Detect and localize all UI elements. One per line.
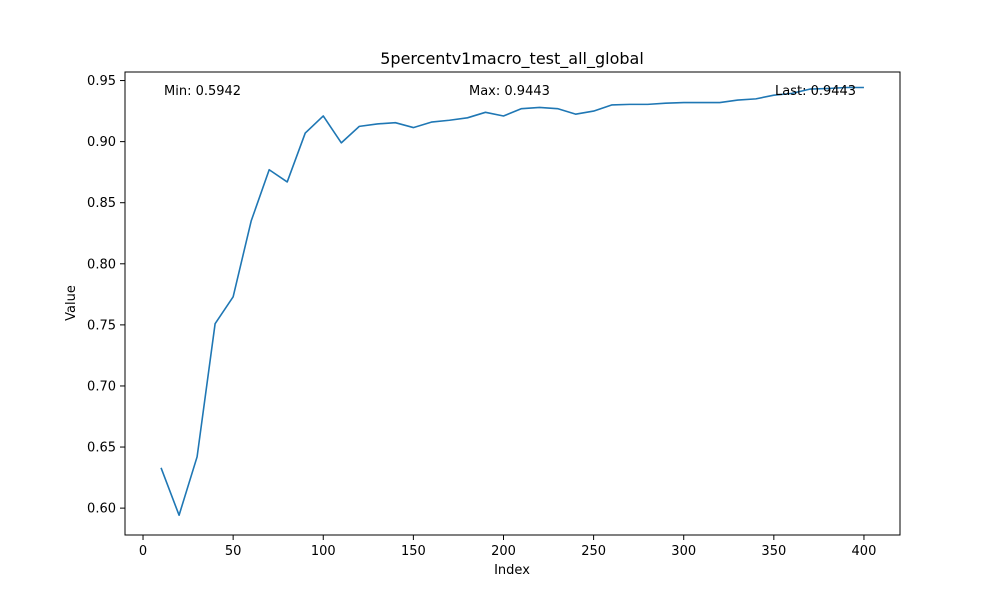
x-tick-label: 300: [671, 544, 696, 559]
x-tick-label: 0: [139, 544, 147, 559]
x-tick-label: 150: [401, 544, 426, 559]
x-axis-ticks: 0 50 100 150 200 250 300 350 400: [139, 535, 876, 559]
x-axis-label: Index: [494, 563, 530, 578]
x-tick-label: 350: [761, 544, 786, 559]
last-annotation: Last: 0.9443: [775, 84, 856, 99]
y-tick-label: 0.60: [87, 502, 116, 517]
y-axis-ticks: 0.60 0.65 0.70 0.75 0.80 0.85 0.90 0.95: [87, 74, 125, 517]
x-tick-label: 400: [852, 544, 877, 559]
x-tick-label: 50: [225, 544, 242, 559]
y-tick-label: 0.75: [87, 318, 116, 333]
chart-title: 5percentv1macro_test_all_global: [380, 49, 644, 69]
x-tick-label: 250: [581, 544, 606, 559]
x-tick-label: 100: [311, 544, 336, 559]
y-tick-label: 0.80: [87, 257, 116, 272]
plot-frame: [124, 71, 901, 536]
x-tick-label: 200: [491, 544, 516, 559]
y-tick-label: 0.70: [87, 379, 116, 394]
y-tick-label: 0.85: [87, 196, 116, 211]
max-annotation: Max: 0.9443: [469, 84, 550, 99]
series-line: [160, 86, 864, 517]
y-tick-label: 0.95: [87, 74, 116, 89]
y-tick-label: 0.90: [87, 135, 116, 150]
y-tick-label: 0.65: [87, 441, 116, 456]
y-axis-label: Value: [64, 285, 79, 321]
min-annotation: Min: 0.5942: [164, 84, 241, 99]
